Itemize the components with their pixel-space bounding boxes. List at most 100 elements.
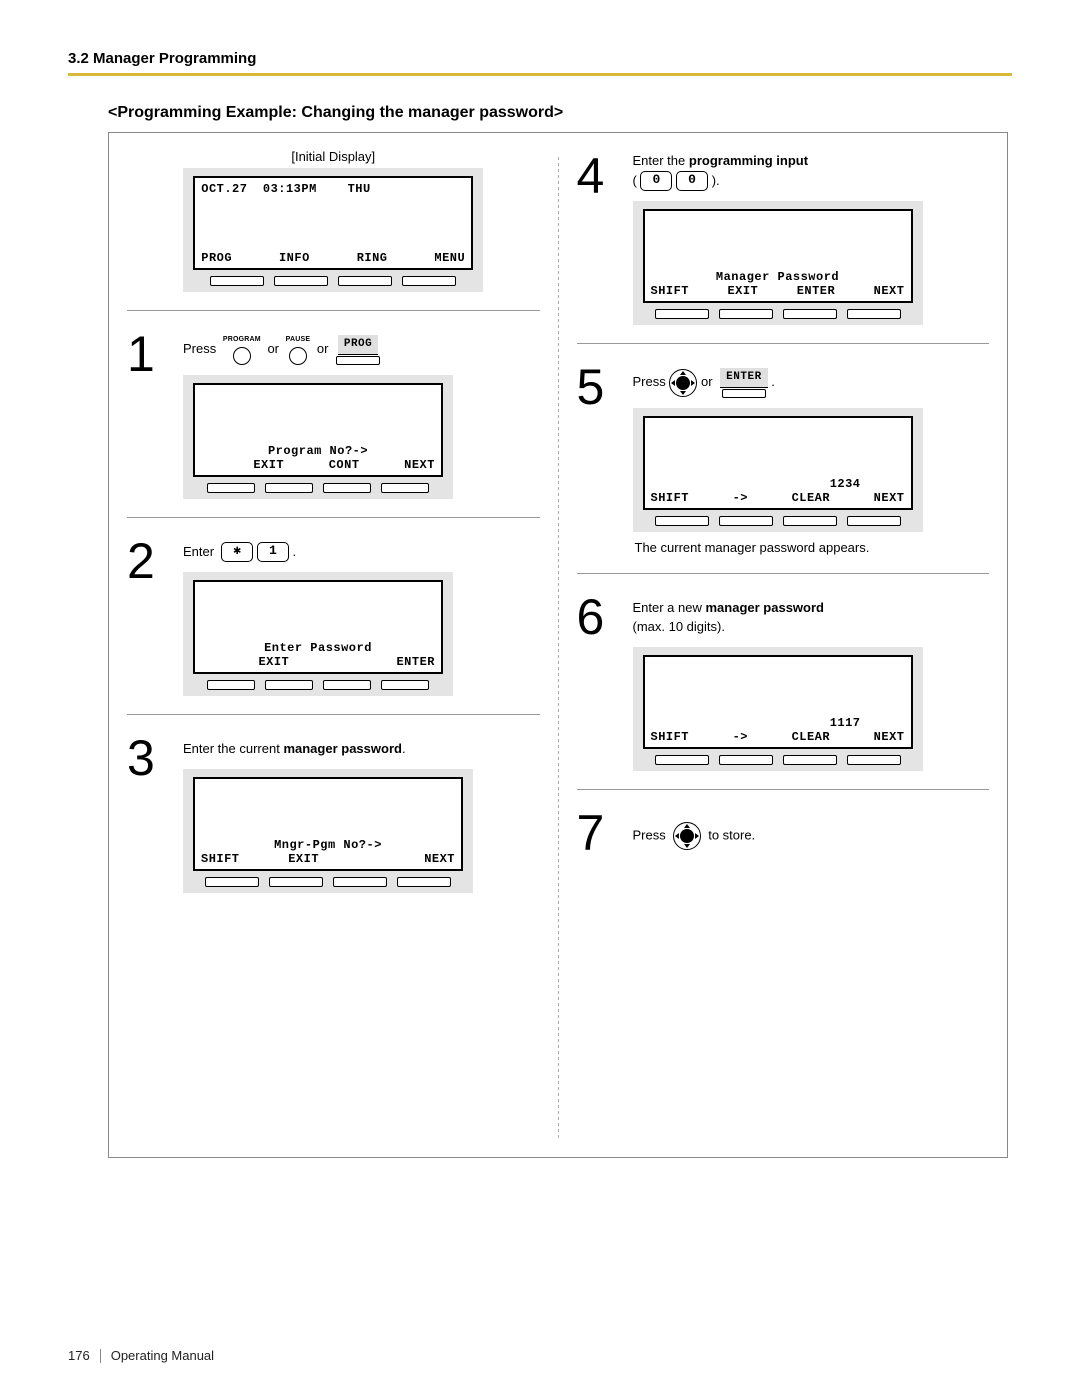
softkey-label: CLEAR: [792, 491, 831, 505]
enter-wheel[interactable]: ENTER: [669, 369, 697, 397]
divider: [127, 517, 540, 518]
softkey[interactable]: [719, 755, 773, 765]
lcd-value: 1117: [830, 716, 861, 730]
softkey-label: ->: [733, 730, 748, 744]
softkey[interactable]: [719, 516, 773, 526]
procedure-box: [Initial Display] OCT.27 03:13PM THU PRO…: [108, 132, 1008, 1158]
softkey[interactable]: [655, 755, 709, 765]
softkey[interactable]: [323, 483, 371, 493]
step-number: 2: [127, 536, 183, 586]
step-6: 6 Enter a new manager password (max. 10 …: [577, 588, 990, 771]
page-footer: 176 Operating Manual: [68, 1348, 214, 1363]
softkey[interactable]: [269, 877, 323, 887]
lcd-text: THU: [348, 182, 371, 196]
step-1: 1 Press PROGRAM or PAUSE: [127, 325, 540, 499]
softkey[interactable]: [333, 877, 387, 887]
text: or: [267, 341, 279, 356]
softkey[interactable]: [655, 309, 709, 319]
step-7: 7 Press ENTER to store.: [577, 804, 990, 858]
softkey[interactable]: [402, 276, 456, 286]
softkey[interactable]: [783, 309, 837, 319]
softkey-label: NEXT: [874, 491, 905, 505]
step-4: 4 Enter the programming input ( 0 0 ). M…: [577, 147, 990, 325]
lcd-text: Mngr-Pgm No?->: [201, 838, 455, 852]
softkey[interactable]: [210, 276, 264, 286]
softkey-label: ENTER: [797, 284, 836, 298]
text-bold: programming input: [689, 153, 808, 168]
key-0[interactable]: 0: [640, 171, 672, 191]
softkey[interactable]: [381, 680, 429, 690]
lcd-text: OCT.27: [201, 182, 247, 196]
softkey-label: EXIT: [253, 458, 284, 472]
softkey-label: PROG: [201, 251, 232, 265]
lcd-step1: Program No?-> . EXIT CONT NEXT: [183, 375, 453, 499]
text: Press: [183, 341, 216, 356]
lcd-step6: 1117 SHIFT -> CLEAR NEXT: [633, 647, 923, 771]
softkey-label: EXIT: [288, 852, 319, 866]
lcd-text: Enter Password: [201, 641, 435, 655]
text-bold: manager password: [706, 600, 825, 615]
prog-softkey[interactable]: PROG: [336, 335, 380, 365]
softkey-label: NEXT: [874, 284, 905, 298]
softkey[interactable]: [847, 516, 901, 526]
enter-softkey[interactable]: ENTER: [720, 368, 768, 398]
text: Press: [633, 827, 666, 842]
softkey-label: ENTER: [396, 655, 435, 669]
section-header: 3.2 Manager Programming: [68, 50, 1012, 67]
text: or: [701, 374, 713, 389]
step-number: 3: [127, 733, 183, 783]
step5-note: The current manager password appears.: [635, 540, 988, 555]
page-number: 176: [68, 1348, 90, 1363]
softkey[interactable]: [323, 680, 371, 690]
enter-wheel[interactable]: ENTER: [673, 822, 701, 850]
key-1[interactable]: 1: [257, 542, 289, 562]
initial-display-label: [Initial Display]: [127, 149, 540, 164]
key-star[interactable]: ✱: [221, 542, 253, 562]
example-title: <Programming Example: Changing the manag…: [108, 104, 1012, 122]
softkey-label: PROG: [338, 335, 378, 355]
softkey[interactable]: [397, 877, 451, 887]
softkey-label: NEXT: [424, 852, 455, 866]
softkey[interactable]: [719, 309, 773, 319]
softkey-label: SHIFT: [651, 730, 690, 744]
divider: [577, 789, 990, 790]
softkey-label: ENTER: [720, 368, 768, 388]
softkey-label: CLEAR: [792, 730, 831, 744]
lcd-value: 1234: [830, 477, 861, 491]
program-button[interactable]: PROGRAM: [223, 335, 261, 365]
softkey-label: EXIT: [258, 655, 289, 669]
softkey[interactable]: [207, 680, 255, 690]
softkey[interactable]: [847, 309, 901, 319]
softkey[interactable]: [207, 483, 255, 493]
softkey[interactable]: [265, 483, 313, 493]
lcd-initial: OCT.27 03:13PM THU PROG INFO RING MENU: [183, 168, 483, 292]
softkey[interactable]: [205, 877, 259, 887]
softkey[interactable]: [655, 516, 709, 526]
softkey-label: EXIT: [727, 284, 758, 298]
step-number: 7: [577, 808, 633, 858]
lcd-step2: Enter Password . EXIT . ENTER: [183, 572, 453, 696]
softkey[interactable]: [783, 755, 837, 765]
step-number: 4: [577, 151, 633, 201]
lcd-step4: Manager Password SHIFT EXIT ENTER NEXT: [633, 201, 923, 325]
softkey-label: SHIFT: [201, 852, 240, 866]
pause-button[interactable]: PAUSE: [286, 335, 311, 365]
softkey-label: SHIFT: [651, 491, 690, 505]
lcd-text: 03:13PM: [263, 182, 317, 196]
softkey[interactable]: [338, 276, 392, 286]
text: to store.: [708, 827, 755, 842]
divider: [127, 714, 540, 715]
softkey[interactable]: [265, 680, 313, 690]
text: or: [317, 341, 329, 356]
divider: [127, 310, 540, 311]
softkey[interactable]: [847, 755, 901, 765]
softkey[interactable]: [381, 483, 429, 493]
softkey[interactable]: [783, 516, 837, 526]
softkey-label: NEXT: [874, 730, 905, 744]
divider: [577, 343, 990, 344]
footer-title: Operating Manual: [111, 1348, 214, 1363]
column-divider: [558, 157, 559, 1139]
text: Enter the: [633, 153, 689, 168]
key-0[interactable]: 0: [676, 171, 708, 191]
softkey[interactable]: [274, 276, 328, 286]
